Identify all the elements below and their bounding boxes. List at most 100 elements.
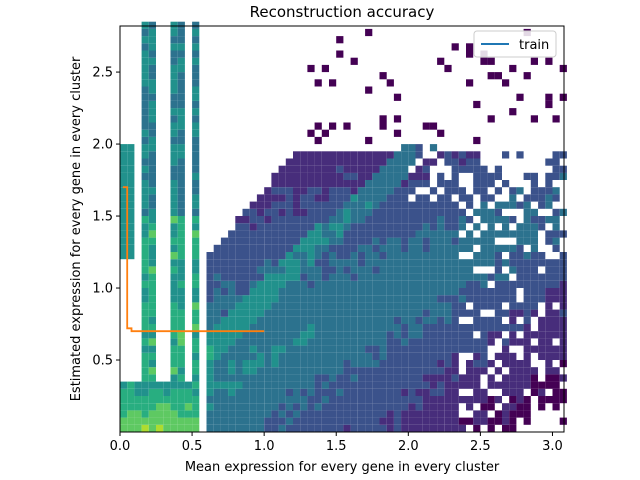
heatmap-cell [343, 280, 351, 288]
heatmap-cell [473, 360, 481, 368]
heatmap-cell [321, 410, 329, 418]
heatmap-cell [357, 165, 366, 173]
heatmap-cell [494, 273, 502, 281]
heatmap-cell [271, 374, 279, 382]
heatmap-cell [307, 302, 315, 310]
heatmap-cell [127, 237, 135, 245]
heatmap-cell [494, 316, 502, 324]
heatmap-cell [473, 252, 481, 260]
heatmap-cell [141, 115, 149, 123]
heatmap-cell [437, 208, 445, 216]
heatmap-cell [307, 345, 315, 353]
heatmap-cell [415, 201, 423, 209]
heatmap-cell [451, 151, 459, 159]
heatmap-cell [502, 345, 510, 353]
heatmap-cell [415, 295, 423, 303]
heatmap-cell [357, 244, 366, 252]
heatmap-cell [437, 295, 445, 303]
heatmap-cell [393, 158, 402, 166]
heatmap-cell [487, 288, 495, 296]
heatmap-cell [429, 252, 438, 260]
heatmap-cell [458, 381, 466, 389]
heatmap-cell [242, 424, 250, 432]
heatmap-cell [422, 396, 430, 404]
heatmap-cell [357, 288, 366, 296]
heatmap-cell [530, 388, 538, 396]
heatmap-cell [473, 417, 481, 425]
heatmap-cell [437, 151, 445, 159]
heatmap-cell [285, 309, 293, 317]
heatmap-cell [307, 388, 315, 396]
heatmap-cell [271, 424, 279, 432]
heatmap-cell [177, 237, 185, 245]
heatmap-cell [264, 273, 272, 281]
heatmap-cell [393, 331, 402, 339]
heatmap-cell [336, 208, 344, 216]
heatmap-cell [307, 396, 315, 404]
heatmap-cell [256, 410, 265, 418]
heatmap-cell [321, 352, 329, 360]
heatmap-cell [509, 324, 517, 332]
heatmap-cell [552, 396, 560, 404]
heatmap-cell [365, 180, 373, 188]
heatmap-cell [408, 158, 416, 166]
heatmap-cell [271, 345, 279, 353]
heatmap-cell [271, 288, 279, 296]
heatmap-cell [429, 273, 438, 281]
heatmap-cell [329, 424, 337, 432]
heatmap-cell [192, 345, 200, 353]
heatmap-cell [530, 187, 538, 195]
heatmap-cell [271, 194, 279, 202]
heatmap-cell [401, 360, 409, 368]
heatmap-cell [192, 396, 200, 404]
heatmap-cell [458, 288, 466, 296]
heatmap-cell [192, 72, 200, 80]
heatmap-cell [285, 273, 293, 281]
heatmap-cell [559, 331, 567, 339]
heatmap-cell [220, 244, 229, 252]
heatmap-cell [552, 115, 560, 123]
heatmap-cell [343, 201, 351, 209]
heatmap-cell [177, 151, 185, 159]
heatmap-cell [278, 360, 286, 368]
heatmap-cell [372, 244, 380, 252]
heatmap-cell [242, 302, 250, 310]
heatmap-cell [372, 273, 380, 281]
y-axis: 0.51.01.52.02.5 [92, 66, 120, 369]
heatmap-cell [271, 172, 279, 180]
heatmap-cell [350, 410, 358, 418]
heatmap-cell [148, 244, 156, 252]
heatmap-cell [545, 331, 553, 339]
heatmap-cell [192, 237, 200, 245]
heatmap-cell [271, 201, 279, 209]
heatmap-cell [408, 338, 416, 346]
heatmap-cell [350, 388, 358, 396]
heatmap-cell [285, 180, 293, 188]
heatmap-cell [127, 187, 135, 195]
heatmap-cell [509, 288, 517, 296]
heatmap-cell [494, 187, 502, 195]
heatmap-cell [451, 187, 459, 195]
heatmap-cell [386, 374, 394, 382]
heatmap-cell [343, 396, 351, 404]
heatmap-cell [206, 252, 214, 260]
heatmap-cell [220, 338, 229, 346]
heatmap-cell [192, 273, 200, 281]
heatmap-cell [141, 28, 149, 37]
heatmap-cell [141, 316, 149, 324]
heatmap-cell [502, 388, 510, 396]
heatmap-cell [329, 180, 337, 188]
heatmap-cell [494, 216, 502, 224]
heatmap-cell [386, 172, 394, 180]
heatmap-cell [220, 288, 229, 296]
heatmap-cell [177, 396, 185, 404]
heatmap-cell [343, 230, 351, 238]
heatmap-cell [559, 208, 567, 216]
heatmap-cell [249, 352, 257, 360]
heatmap-cell [192, 64, 200, 73]
heatmap-cell [530, 244, 538, 252]
heatmap-cell [444, 223, 452, 231]
heatmap-cell [235, 302, 243, 310]
heatmap-cell [552, 273, 560, 281]
heatmap-cell [444, 417, 452, 425]
